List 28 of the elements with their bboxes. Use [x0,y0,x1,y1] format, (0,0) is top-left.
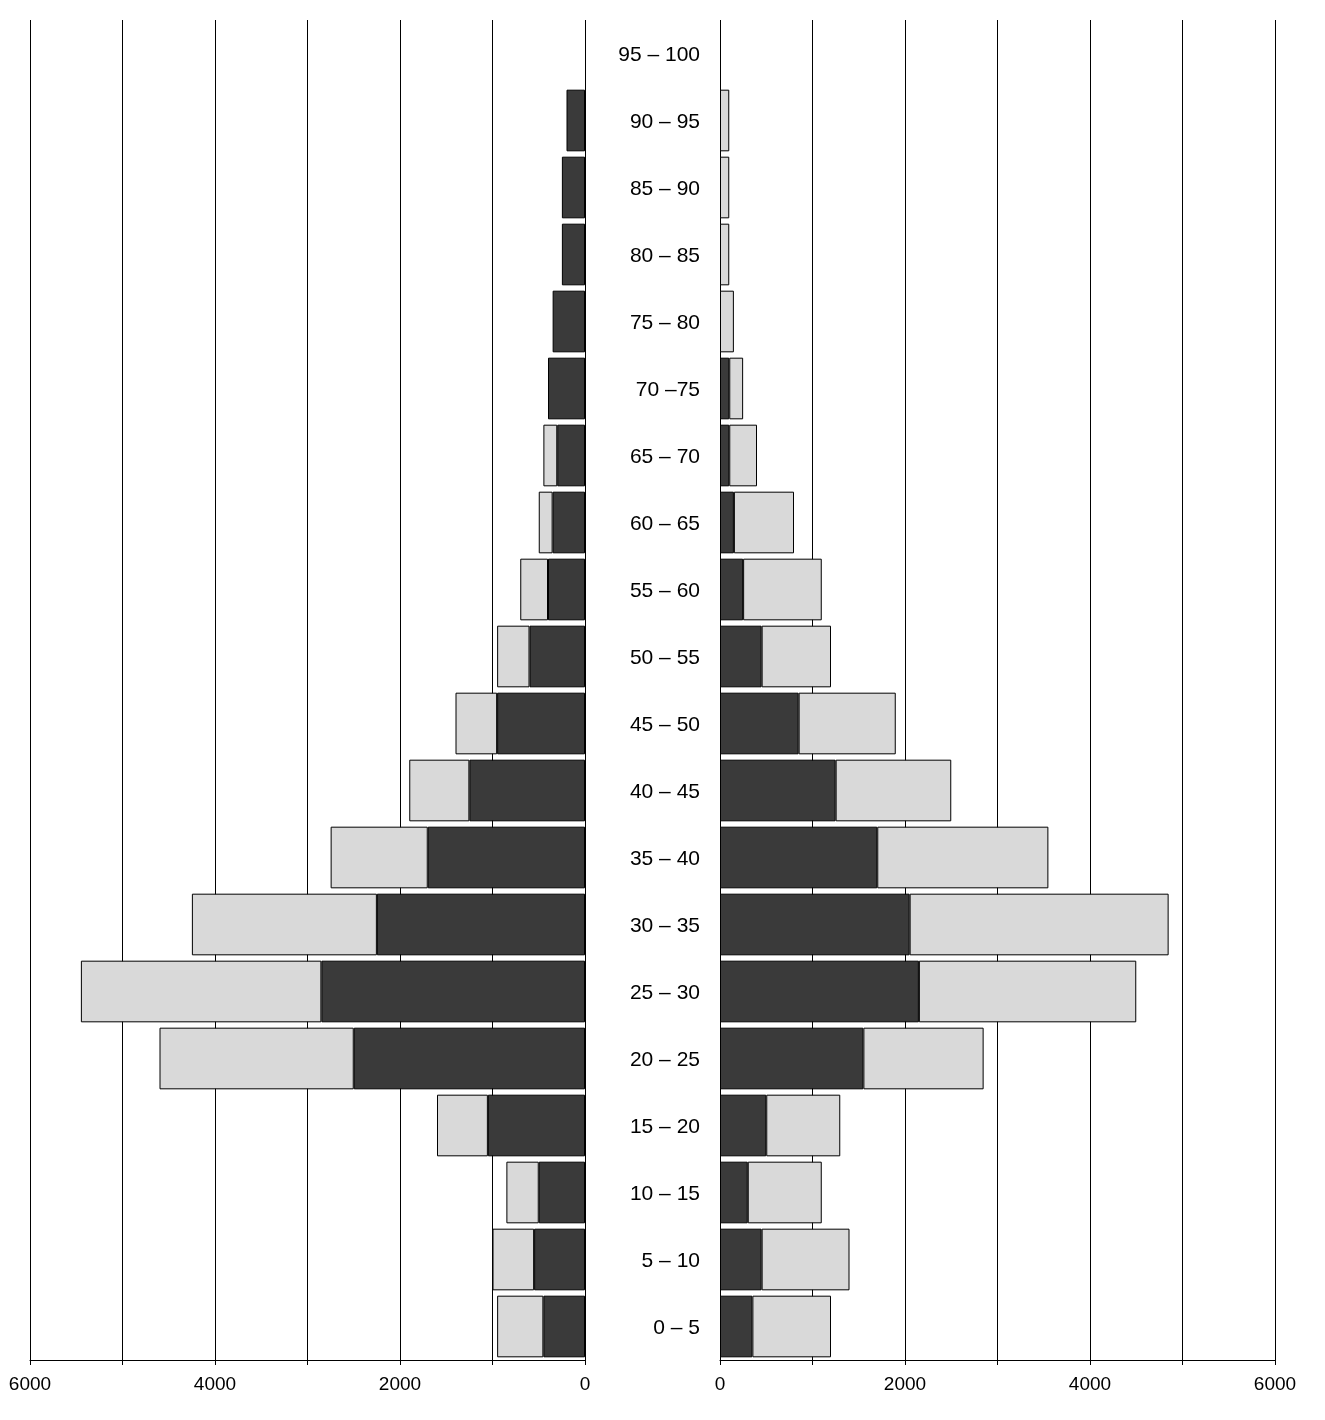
y-tick-label: 40 – 45 [629,779,700,802]
x-tick-label: 2000 [883,1373,927,1394]
y-tick-label: 25 – 30 [629,980,700,1003]
x-tick-label: 2000 [378,1373,422,1394]
y-tick-label: 85 – 90 [629,176,700,199]
y-tick-label: 75 – 80 [629,310,700,333]
y-tick-label: 70 –75 [635,377,700,400]
y-tick-label: 20 – 25 [629,1047,700,1070]
y-tick-label: 30 – 35 [629,913,700,936]
x-tick-label: 4000 [1068,1373,1112,1394]
y-tick-label: 5 – 10 [641,1248,700,1271]
x-tick-label: 6000 [1253,1373,1297,1394]
x-tick-label: 0 [714,1373,726,1394]
x-tick-label: 4000 [193,1373,237,1394]
y-tick-label: 35 – 40 [629,846,700,869]
y-tick-label: 50 – 55 [629,645,700,668]
y-tick-label: 95 – 100 [618,42,700,65]
x-tick-label: 6000 [8,1373,52,1394]
y-tick-label: 10 – 15 [629,1181,700,1204]
y-tick-label: 80 – 85 [629,243,700,266]
y-tick-label: 65 – 70 [629,444,700,467]
y-tick-label: 15 – 20 [629,1114,700,1137]
y-tick-label: 55 – 60 [629,578,700,601]
y-tick-label: 45 – 50 [629,712,700,735]
y-tick-label: 90 – 95 [629,109,700,132]
x-tick-label: 0 [579,1373,591,1394]
y-tick-label: 0 – 5 [653,1315,700,1338]
y-tick-label: 60 – 65 [629,511,700,534]
